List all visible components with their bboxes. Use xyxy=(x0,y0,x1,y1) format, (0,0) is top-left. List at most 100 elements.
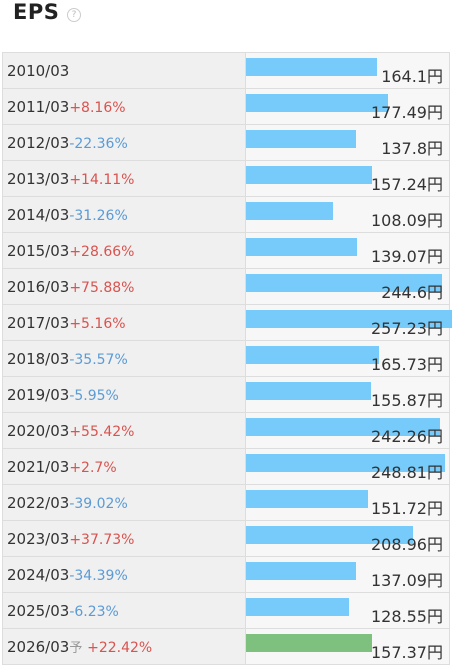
bar-cell: 157.24円 xyxy=(245,160,450,197)
eps-bar xyxy=(246,274,442,292)
row-label: 2018/03-35.57% xyxy=(2,340,246,377)
eps-bar xyxy=(246,454,445,472)
row-label: 2013/03+14.11% xyxy=(2,160,246,197)
row-label: 2024/03-34.39% xyxy=(2,556,246,593)
eps-bar xyxy=(246,490,368,508)
bar-cell: 155.87円 xyxy=(245,376,450,413)
period-label: 2023/03 xyxy=(7,529,70,548)
row-label: 2019/03-5.95% xyxy=(2,376,246,413)
value-label: 137.09円 xyxy=(371,571,443,590)
row-label: 2022/03-39.02% xyxy=(2,484,246,521)
period-label: 2026/03 xyxy=(7,638,70,656)
period-label: 2016/03 xyxy=(7,277,70,296)
change-percent: +8.16% xyxy=(69,99,126,116)
row-label: 2011/03+8.16% xyxy=(2,88,246,125)
header: EPS ? xyxy=(0,0,452,52)
table-row: 2023/03+37.73% 208.96円 xyxy=(2,520,450,557)
value-label: 155.87円 xyxy=(371,391,443,410)
change-percent: -35.57% xyxy=(69,351,128,368)
eps-bar xyxy=(246,526,413,544)
row-label: 2014/03-31.26% xyxy=(2,196,246,233)
period-label: 2022/03 xyxy=(7,493,70,512)
eps-bar xyxy=(246,130,356,148)
period-label: 2013/03 xyxy=(7,169,70,188)
change-percent: +5.16% xyxy=(69,315,126,332)
period-label: 2014/03 xyxy=(7,205,70,224)
change-percent: -6.23% xyxy=(69,603,119,620)
change-percent: -34.39% xyxy=(69,567,128,584)
bar-cell: 242.26円 xyxy=(245,412,450,449)
table-row: 2017/03+5.16% 257.23円 xyxy=(2,304,452,341)
value-label: 248.81円 xyxy=(371,463,443,482)
period-label: 2018/03 xyxy=(7,349,70,368)
eps-bar xyxy=(246,310,452,328)
period-label: 2019/03 xyxy=(7,385,70,404)
row-label: 2025/03-6.23% xyxy=(2,592,246,629)
bar-cell: 208.96円 xyxy=(245,520,450,557)
bar-cell: 244.6円 xyxy=(245,268,450,305)
table-row: 2010/03 164.1円 xyxy=(2,52,450,89)
change-percent: -39.02% xyxy=(69,495,128,512)
bar-cell: 248.81円 xyxy=(245,448,450,485)
table-row: 2021/03+2.7% 248.81円 xyxy=(2,448,450,485)
period-label: 2010/03 xyxy=(7,61,70,80)
row-label: 2023/03+37.73% xyxy=(2,520,246,557)
period-label: 2024/03 xyxy=(7,565,70,584)
table-row: 2022/03-39.02% 151.72円 xyxy=(2,484,450,521)
change-percent: -5.95% xyxy=(69,387,119,404)
table-row: 2026/03予 +22.42% 157.37円 xyxy=(2,628,450,665)
period-label: 2012/03 xyxy=(7,133,70,152)
eps-bar xyxy=(246,598,349,616)
period-label: 2011/03 xyxy=(7,97,70,116)
bar-cell: 165.73円 xyxy=(245,340,450,377)
eps-bar xyxy=(246,238,357,256)
bar-cell: 164.1円 xyxy=(245,52,450,89)
table-row: 2018/03-35.57% 165.73円 xyxy=(2,340,450,377)
change-percent: +75.88% xyxy=(69,279,135,296)
period-label: 2017/03 xyxy=(7,313,70,332)
bar-cell: 151.72円 xyxy=(245,484,450,521)
change-percent: +28.66% xyxy=(69,243,135,260)
change-percent: +14.11% xyxy=(69,171,135,188)
bar-cell: 177.49円 xyxy=(245,88,450,125)
table-row: 2013/03+14.11% 157.24円 xyxy=(2,160,450,197)
eps-bar xyxy=(246,166,372,184)
bar-cell: 137.8円 xyxy=(245,124,450,161)
bar-cell: 128.55円 xyxy=(245,592,450,629)
eps-bar xyxy=(246,202,333,220)
change-percent: +2.7% xyxy=(69,459,117,476)
value-label: 108.09円 xyxy=(371,211,443,230)
value-label: 257.23円 xyxy=(371,319,443,338)
table-row: 2024/03-34.39% 137.09円 xyxy=(2,556,450,593)
row-label: 2010/03 xyxy=(2,52,246,89)
row-label: 2021/03+2.7% xyxy=(2,448,246,485)
row-label: 2015/03+28.66% xyxy=(2,232,246,269)
value-label: 242.26円 xyxy=(371,427,443,446)
row-label: 2017/03+5.16% xyxy=(2,304,246,341)
page-title: EPS xyxy=(13,0,60,24)
period-label: 2025/03 xyxy=(7,601,70,620)
period-label: 2020/03 xyxy=(7,421,70,440)
row-label: 2020/03+55.42% xyxy=(2,412,246,449)
change-percent: +22.42% xyxy=(87,640,153,656)
period-label: 2021/03 xyxy=(7,457,70,476)
value-label: 128.55円 xyxy=(371,607,443,626)
question-icon[interactable]: ? xyxy=(67,8,81,22)
value-label: 157.24円 xyxy=(371,175,443,194)
value-label: 157.37円 xyxy=(371,643,443,662)
value-label: 151.72円 xyxy=(371,499,443,518)
table-row: 2015/03+28.66% 139.07円 xyxy=(2,232,450,269)
bar-cell: 157.37円 xyxy=(245,628,450,665)
eps-bar xyxy=(246,346,379,364)
value-label: 137.8円 xyxy=(381,139,443,158)
row-label: 2016/03+75.88% xyxy=(2,268,246,305)
eps-bar xyxy=(246,58,377,76)
change-percent: -31.26% xyxy=(69,207,128,224)
value-label: 208.96円 xyxy=(371,535,443,554)
table-row: 2014/03-31.26% 108.09円 xyxy=(2,196,450,233)
change-percent: -22.36% xyxy=(69,135,128,152)
value-label: 164.1円 xyxy=(381,67,443,86)
bar-cell: 108.09円 xyxy=(245,196,450,233)
row-label: 2012/03-22.36% xyxy=(2,124,246,161)
row-label: 2026/03予 +22.42% xyxy=(2,628,246,665)
